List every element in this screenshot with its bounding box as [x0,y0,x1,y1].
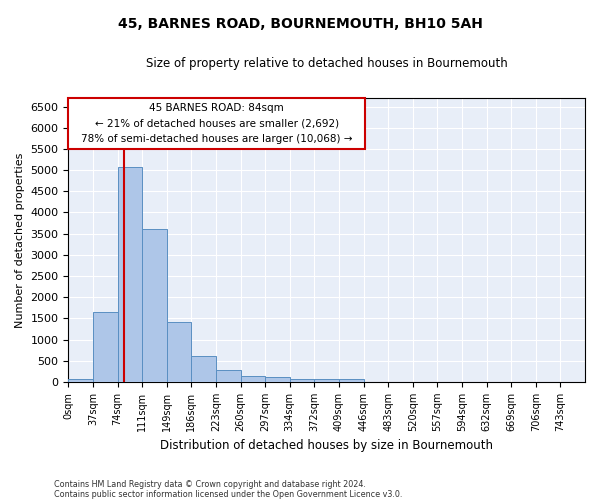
Bar [216,370,241,382]
X-axis label: Distribution of detached houses by size in Bournemouth: Distribution of detached houses by size … [160,440,493,452]
Bar [68,379,93,382]
Bar [93,312,118,382]
Bar [118,166,142,382]
FancyBboxPatch shape [68,98,365,150]
Text: 45, BARNES ROAD, BOURNEMOUTH, BH10 5AH: 45, BARNES ROAD, BOURNEMOUTH, BH10 5AH [118,18,482,32]
Text: ← 21% of detached houses are smaller (2,692): ← 21% of detached houses are smaller (2,… [95,118,339,128]
Bar [290,378,314,382]
Text: 78% of semi-detached houses are larger (10,068) →: 78% of semi-detached houses are larger (… [81,134,352,144]
Title: Size of property relative to detached houses in Bournemouth: Size of property relative to detached ho… [146,58,508,70]
Bar [314,380,339,382]
Bar [241,376,265,382]
Bar [265,378,290,382]
Text: Contains public sector information licensed under the Open Government Licence v3: Contains public sector information licen… [54,490,403,499]
Bar [191,356,216,382]
Bar [339,380,364,382]
Bar [167,322,191,382]
Bar [142,230,167,382]
Text: Contains HM Land Registry data © Crown copyright and database right 2024.: Contains HM Land Registry data © Crown c… [54,480,366,489]
Y-axis label: Number of detached properties: Number of detached properties [15,152,25,328]
Text: 45 BARNES ROAD: 84sqm: 45 BARNES ROAD: 84sqm [149,104,284,114]
